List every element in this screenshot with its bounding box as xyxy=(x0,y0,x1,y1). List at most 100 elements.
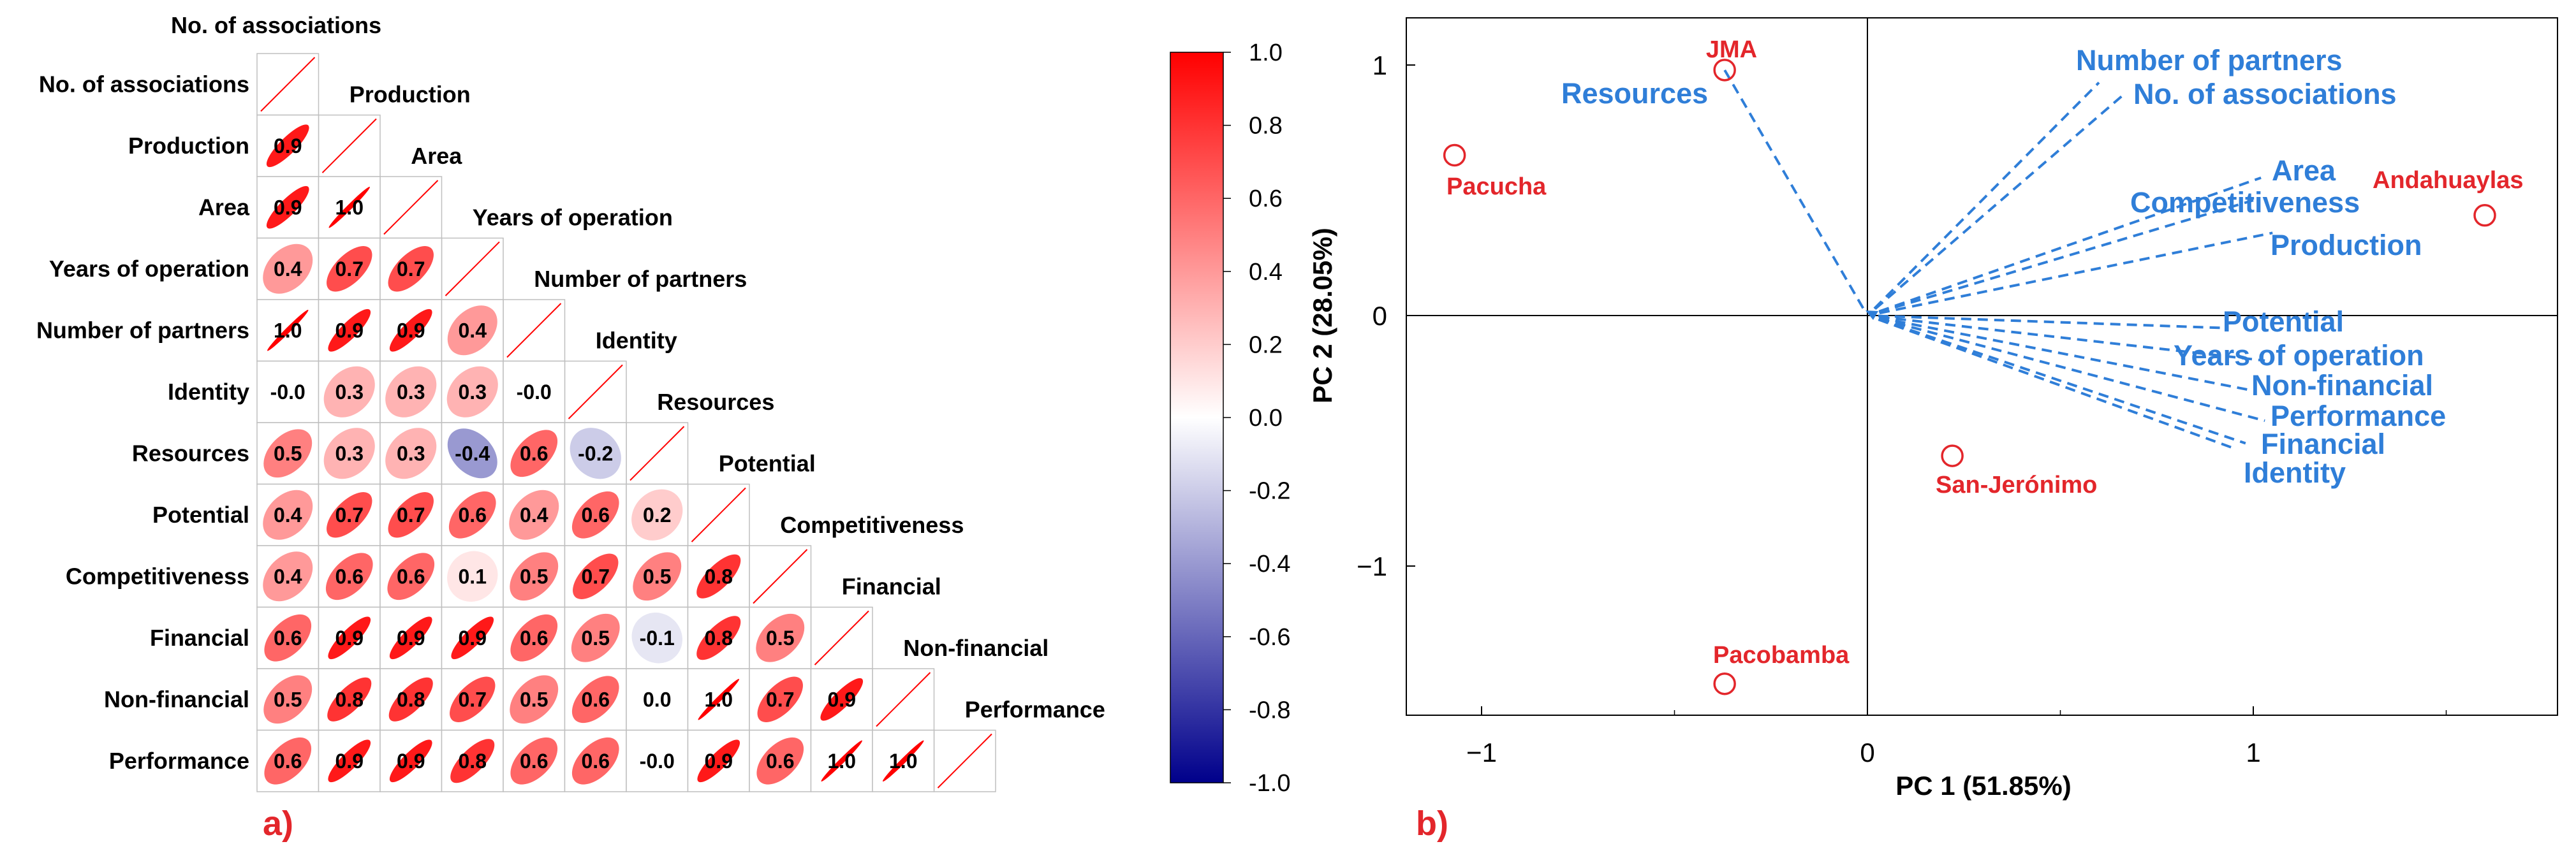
correlation-ellipse xyxy=(266,124,309,168)
diagonal-slash xyxy=(383,180,439,235)
colorbar-gradient xyxy=(1170,52,1224,783)
loading-label: Years of operation xyxy=(2174,339,2424,372)
pca-biplot-panel: −1 0 1 1 0 −1 Resources Number of partnersNo. … xyxy=(1288,17,2558,843)
axis-ticks: −1 0 1 1 0 −1 xyxy=(1288,50,2447,767)
colorbar-tick-label: -0.2 xyxy=(1249,478,1290,505)
correlation-value: 0.4 xyxy=(274,258,302,280)
correlation-ellipse xyxy=(883,740,924,782)
correlation-ellipse xyxy=(446,366,498,418)
colorbar-tick-label: 0.6 xyxy=(1249,185,1283,212)
correlation-ellipse xyxy=(696,554,741,599)
correlation-ellipse xyxy=(328,739,371,783)
diagonal-slash xyxy=(260,57,316,112)
diagonal-label: Non-financial xyxy=(903,635,1049,661)
row-label: Non-financial xyxy=(104,686,249,712)
correlation-ellipse xyxy=(510,430,558,477)
loading-vector xyxy=(1879,231,2273,315)
correlation-value: 0.8 xyxy=(705,565,733,588)
loading-vector xyxy=(1874,91,2127,310)
loading-vector xyxy=(1878,318,2246,445)
correlation-value: 0.6 xyxy=(335,565,364,588)
correlation-value: 0.8 xyxy=(459,750,487,773)
correlation-ellipse xyxy=(323,366,375,418)
correlation-value: 0.1 xyxy=(459,565,487,588)
correlation-value: 0.9 xyxy=(397,627,425,650)
correlation-value: 0.6 xyxy=(520,627,548,650)
correlation-ellipse xyxy=(264,614,312,662)
loading-vector xyxy=(1873,82,2100,310)
diagonal-slash xyxy=(629,426,685,481)
correlation-value: -0.0 xyxy=(517,381,552,404)
correlation-value: 0.8 xyxy=(705,627,733,650)
colorbar-tick-label: -0.4 xyxy=(1249,551,1290,578)
loading-label: Competitiveness xyxy=(2130,186,2360,219)
correlation-value: -0.2 xyxy=(578,442,613,465)
correlation-ellipse xyxy=(447,305,497,356)
correlation-ellipse xyxy=(573,553,619,599)
correlation-ellipse xyxy=(631,736,682,787)
row-label: Number of partners xyxy=(36,317,249,343)
correlation-value: 0.9 xyxy=(459,627,487,650)
correlation-ellipse xyxy=(820,678,864,721)
diagonal-label: Performance xyxy=(965,697,1105,723)
diagonal-slash xyxy=(937,733,992,789)
loading-vector xyxy=(1879,317,2265,422)
correlation-ellipse xyxy=(263,429,313,478)
diagonal-label: Area xyxy=(411,143,462,169)
loading-vector xyxy=(1878,318,2235,450)
correlation-value: 0.4 xyxy=(274,504,302,527)
diagonal-label: Years of operation xyxy=(473,205,673,231)
correlation-ellipse xyxy=(447,428,497,479)
correlation-value: 0.9 xyxy=(828,688,856,711)
correlation-ellipse xyxy=(327,492,372,538)
diagonal-label: Resources xyxy=(657,389,774,415)
correlation-value: 0.9 xyxy=(335,750,364,773)
loading-vector xyxy=(1878,314,2226,330)
loading-vector xyxy=(1878,176,2262,313)
observation-marker xyxy=(1941,444,1964,467)
correlation-value: 0.4 xyxy=(459,319,487,342)
correlation-value: -0.1 xyxy=(640,627,675,650)
correlation-value: 0.4 xyxy=(520,504,548,527)
correlation-ellipse xyxy=(571,676,619,723)
correlation-value: 0.7 xyxy=(582,565,610,588)
row-label: Production xyxy=(128,133,249,159)
loading-label: Financial xyxy=(2261,428,2385,460)
correlation-ellipse xyxy=(508,367,559,418)
correlation-ellipse xyxy=(450,739,495,783)
diagonal-slash xyxy=(876,672,931,727)
y-tick-label: 1 xyxy=(1373,50,1387,80)
loading-label: Area xyxy=(2272,154,2336,187)
correlation-ellipse xyxy=(388,492,434,538)
correlation-value: 0.7 xyxy=(459,688,487,711)
correlation-value: 0.3 xyxy=(335,442,364,465)
correlation-value: 0.7 xyxy=(335,504,364,527)
correlation-ellipse xyxy=(267,310,309,351)
correlation-value: 0.5 xyxy=(643,565,671,588)
correlation-ellipse xyxy=(328,309,371,352)
correlation-value: 0.5 xyxy=(274,442,302,465)
row-label: No. of associations xyxy=(39,71,249,97)
correlation-value: 0.0 xyxy=(643,688,671,711)
diagonal-slash xyxy=(321,118,377,173)
correlation-value: 0.6 xyxy=(766,750,794,773)
correlation-matrix-panel: 0.9 0.9 1.0 0.4 0.7 0.7 1.0 0.9 0.9 0.4 -0.0 0.3 0.3… xyxy=(36,12,1291,843)
plot-frame xyxy=(1406,17,2558,716)
loading-label: Performance xyxy=(2271,400,2446,432)
correlation-ellipse xyxy=(266,185,309,229)
x-tick-label: 1 xyxy=(2246,738,2260,767)
correlation-value: 1.0 xyxy=(335,196,364,219)
row-labels: No. of associations Production Area Years o… xyxy=(36,71,250,774)
correlation-ellipse xyxy=(385,428,437,479)
observation-label: Andahuaylas xyxy=(2373,167,2524,194)
correlation-value: 0.6 xyxy=(582,750,610,773)
correlation-ellipse xyxy=(325,553,373,600)
correlation-value: 0.7 xyxy=(766,688,794,711)
loading-label: Resources xyxy=(1561,77,1708,110)
correlation-value: 0.5 xyxy=(520,688,548,711)
correlation-value: 0.6 xyxy=(582,688,610,711)
y-axis-title: PC 2 (28.05%) xyxy=(1307,228,1337,403)
row-label: Identity xyxy=(168,379,249,405)
